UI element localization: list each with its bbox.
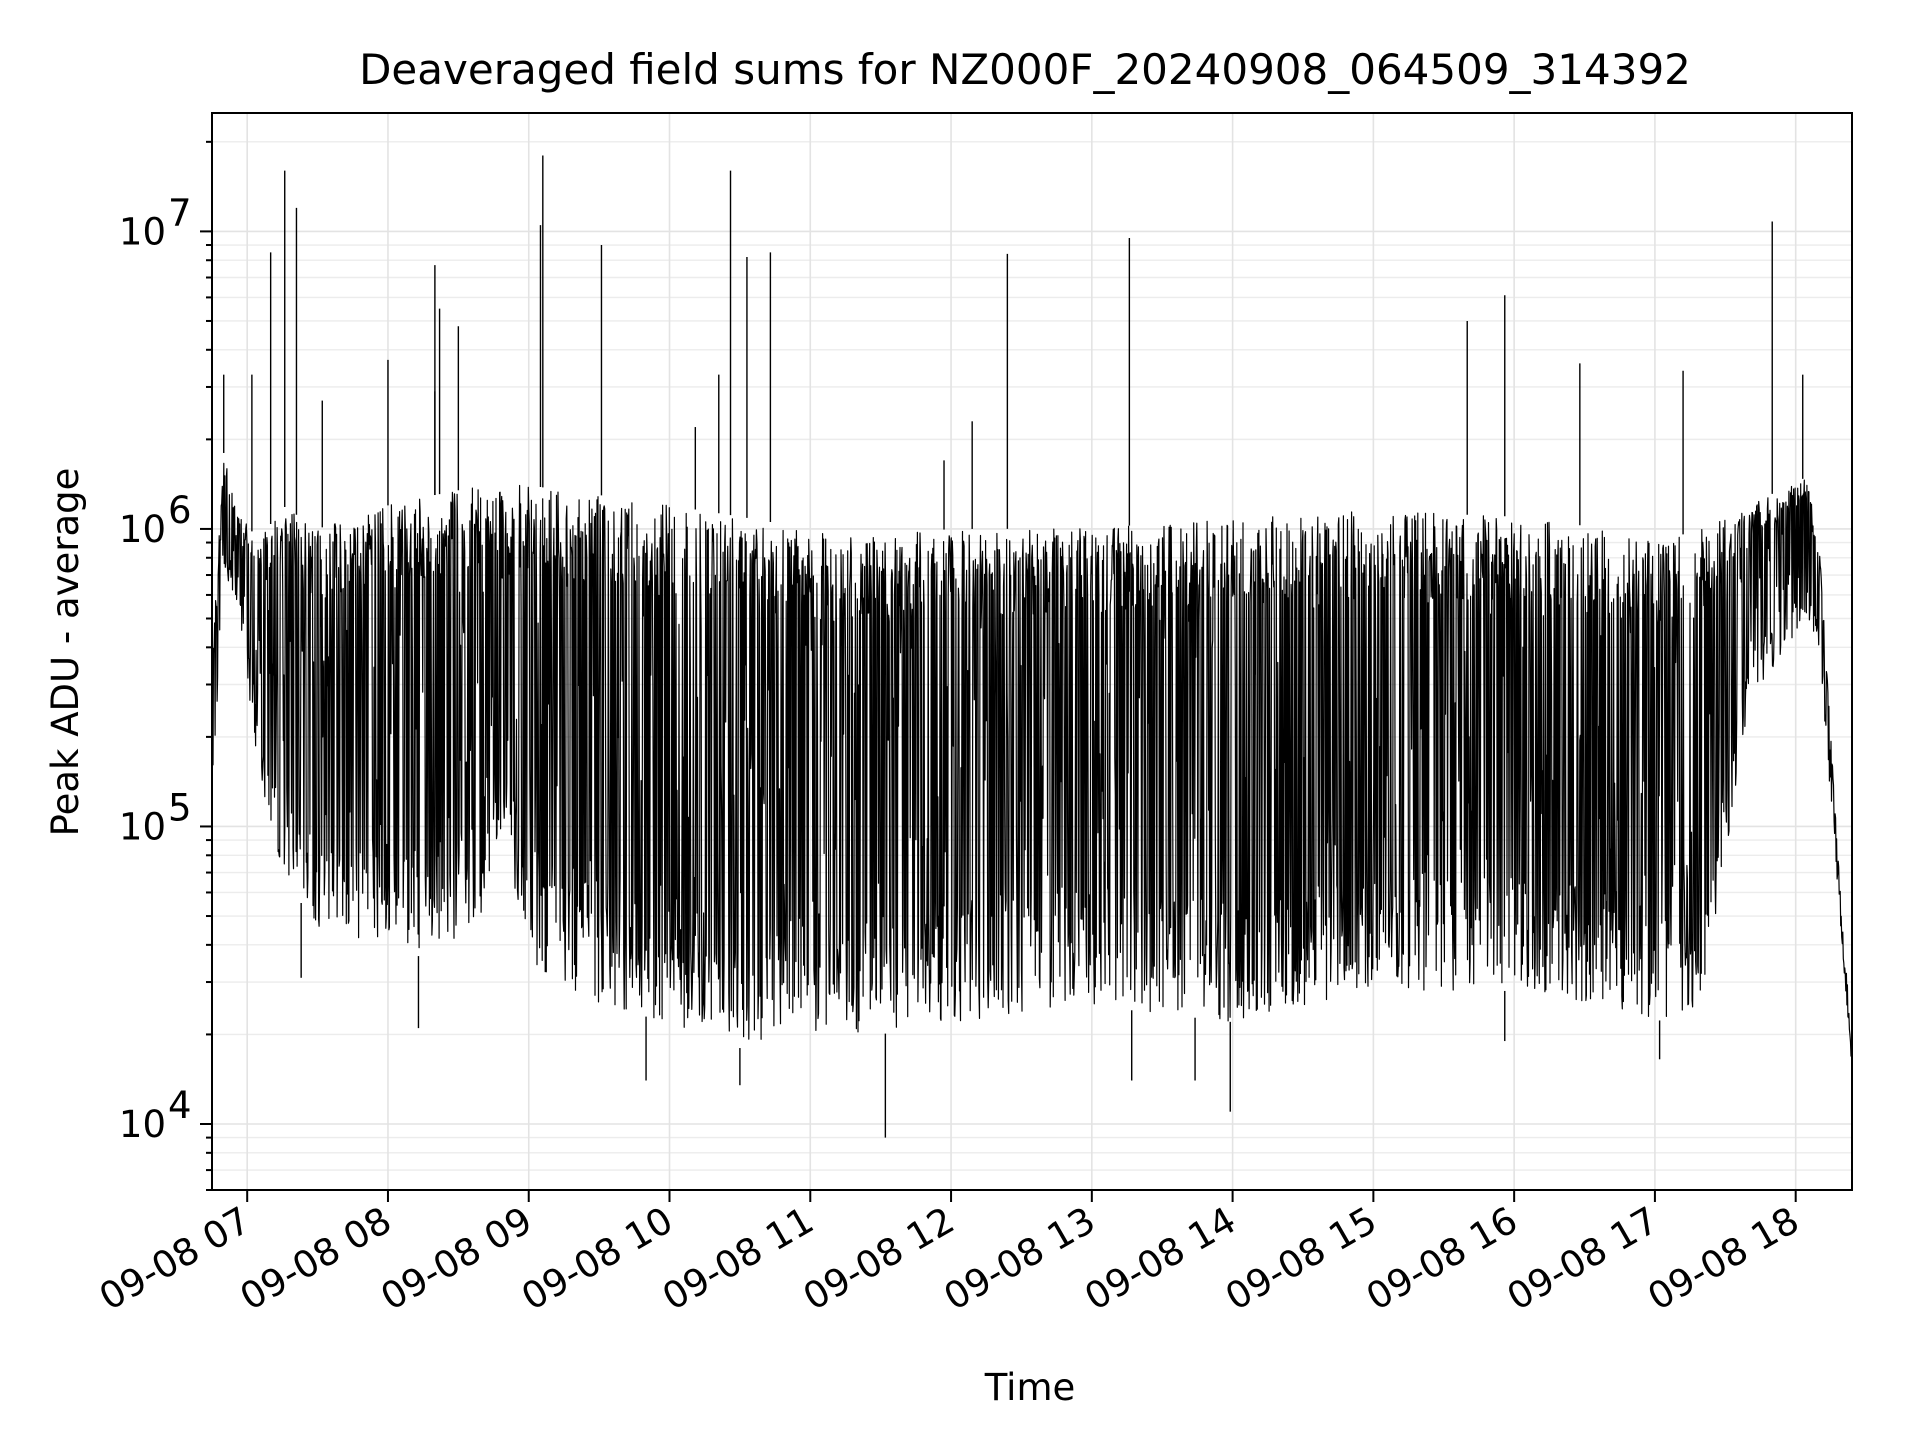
y-tick-exponent: 7	[168, 191, 192, 234]
plot-frame	[211, 112, 1853, 1191]
y-tick-exponent: 6	[168, 489, 192, 532]
series-line	[211, 462, 1853, 1057]
y-tick-label: 10	[119, 805, 166, 848]
x-axis-label: Time	[984, 1366, 1076, 1409]
y-tick-label: 10	[119, 1103, 166, 1146]
y-tick-exponent: 4	[168, 1084, 192, 1127]
chart-title: Deaveraged field sums for NZ000F_2024090…	[359, 45, 1691, 94]
y-tick-exponent: 5	[168, 786, 192, 829]
y-tick-label: 10	[119, 210, 166, 253]
series-layer	[211, 155, 1853, 1138]
y-tick-label: 10	[119, 508, 166, 551]
y-axis-label: Peak ADU - average	[44, 468, 87, 837]
